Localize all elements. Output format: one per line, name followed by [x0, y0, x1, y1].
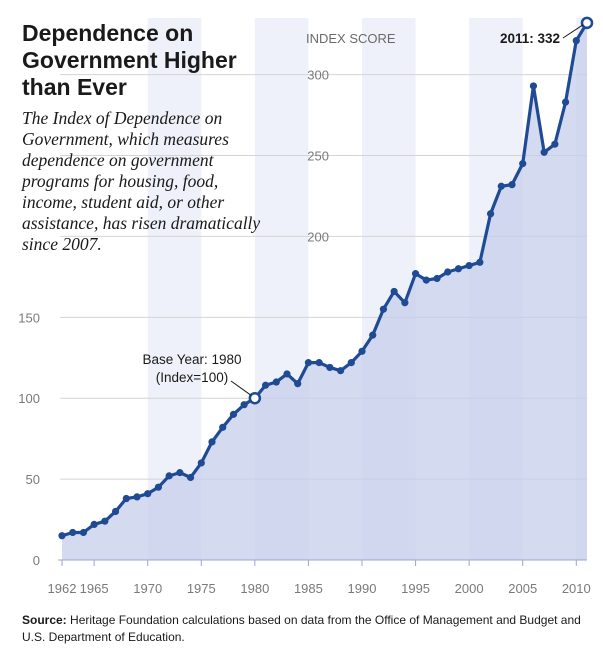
data-point	[58, 532, 66, 540]
data-point	[219, 423, 227, 431]
data-point	[529, 82, 538, 90]
source-note: Source: Heritage Foundation calculations…	[22, 612, 592, 646]
data-point	[508, 181, 516, 189]
data-point-highlight	[248, 391, 262, 405]
y-tick-label: 0	[33, 553, 40, 568]
x-tick-label: 1990	[348, 581, 377, 596]
data-point	[369, 331, 377, 339]
y-tick-label: 100	[18, 391, 40, 406]
x-tick-label: 2000	[455, 581, 484, 596]
data-point	[79, 528, 88, 537]
annotation-leader-2011	[562, 24, 584, 39]
y-axis-ticks: 0 50 100 150 200 250 300	[18, 68, 329, 568]
data-point	[347, 359, 355, 367]
x-tick-label: 1995	[401, 581, 430, 596]
data-point	[454, 265, 463, 273]
chart-points-layer	[58, 16, 594, 540]
chart-band	[147, 18, 202, 560]
annotation-base-index: (Index=100)	[156, 370, 228, 385]
data-point	[122, 494, 130, 503]
data-point	[69, 528, 77, 537]
data-point	[186, 473, 195, 482]
chart-annotations: Base Year: 1980 (Index=100) 2011: 332	[142, 24, 584, 396]
series-area	[62, 22, 587, 560]
x-tick-label: 2010	[562, 581, 591, 596]
data-point	[208, 438, 216, 446]
data-point	[422, 276, 430, 284]
source-text: Heritage Foundation calculations based o…	[22, 613, 581, 644]
data-point	[133, 493, 141, 501]
x-tick-label: 1985	[294, 581, 323, 596]
data-point	[101, 517, 109, 525]
data-point	[476, 258, 484, 266]
data-point	[519, 160, 527, 168]
data-point	[379, 305, 388, 313]
x-tick-label: 1980	[240, 581, 269, 596]
x-axis-ticks: 1962 1965 1970 1975 1980 1985 1990 1995 2000 2005…	[48, 560, 591, 596]
data-point	[390, 287, 398, 296]
data-point	[411, 270, 420, 278]
data-point	[176, 469, 184, 477]
data-point	[261, 381, 270, 389]
y-tick-label: 150	[18, 310, 40, 325]
data-point	[497, 182, 505, 190]
data-point	[111, 507, 120, 516]
y-tick-label: 250	[307, 149, 329, 164]
data-point	[336, 367, 345, 375]
data-point	[304, 359, 313, 367]
data-point	[294, 380, 302, 388]
data-point-highlight	[580, 16, 594, 30]
data-point	[540, 148, 548, 156]
x-tick-label: 1970	[133, 581, 162, 596]
y-tick-label: 200	[307, 229, 329, 244]
data-point	[465, 261, 473, 270]
data-point	[561, 98, 570, 106]
data-point	[444, 268, 452, 276]
data-point	[283, 370, 291, 378]
data-point	[572, 37, 580, 45]
annotation-2011: 2011: 332	[500, 31, 560, 46]
data-point	[315, 359, 323, 367]
data-point	[90, 520, 98, 529]
x-tick-label: 1962	[48, 581, 77, 596]
data-point	[486, 210, 495, 218]
x-tick-label: 1975	[187, 581, 216, 596]
y-axis-label: INDEX SCORE	[306, 31, 396, 46]
data-point	[401, 299, 409, 307]
data-point	[144, 490, 152, 498]
data-point	[229, 410, 238, 418]
data-point	[272, 378, 280, 386]
annotation-base-year: Base Year: 1980	[142, 352, 241, 367]
data-point	[358, 347, 366, 355]
data-point	[197, 459, 205, 467]
chart-area-layer	[58, 22, 587, 561]
chart-title: Dependence on Government Higher than Eve…	[22, 20, 237, 100]
data-point	[165, 472, 173, 480]
source-label: Source:	[22, 613, 67, 627]
chart-subtitle: The Index of Dependence on Government, w…	[22, 108, 261, 254]
annotation-leader-1980	[230, 380, 252, 396]
data-point	[326, 363, 334, 372]
data-point	[154, 483, 163, 491]
y-tick-label: 50	[26, 472, 40, 487]
x-tick-label: 1965	[80, 581, 109, 596]
data-point	[433, 274, 441, 283]
y-tick-label: 300	[307, 68, 329, 83]
data-point	[240, 401, 248, 409]
data-point	[551, 140, 559, 148]
x-tick-label: 2005	[508, 581, 537, 596]
